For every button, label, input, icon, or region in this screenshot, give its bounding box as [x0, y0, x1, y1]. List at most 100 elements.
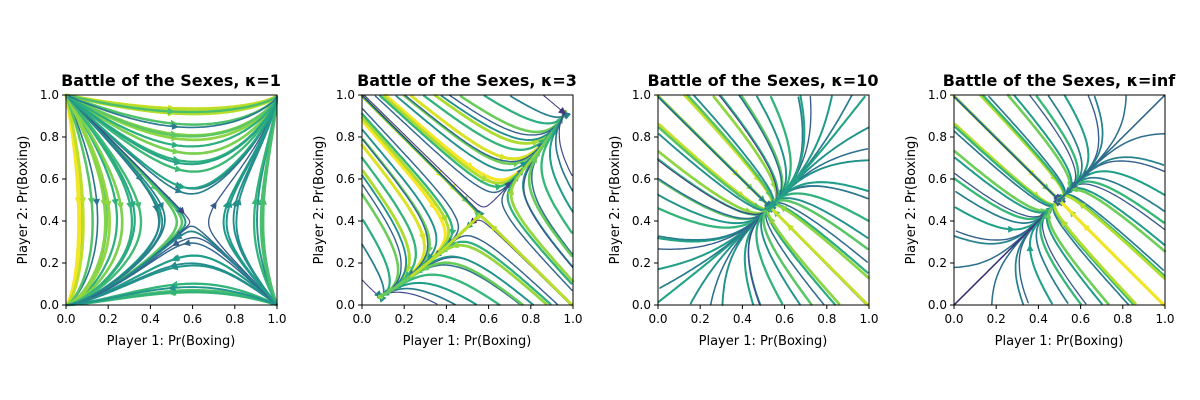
streamline	[361, 193, 400, 299]
y-tick-label: 0.0	[336, 298, 355, 312]
streamline-arrow	[538, 138, 546, 146]
streamline-arrow	[1082, 169, 1090, 177]
streamline-arrow	[451, 241, 459, 249]
streamline-arrow	[168, 284, 176, 292]
y-tick-label: 0.8	[632, 130, 651, 144]
x-tick-label: 0.8	[1113, 312, 1132, 326]
subplot-kappa-3: Battle of the Sexes, κ=3 0.0 0.2 0.4 0.6 0.8…	[312, 71, 583, 349]
streamline-arrow	[786, 223, 795, 232]
streamline-arrow	[170, 280, 178, 288]
streamline-arrow	[87, 197, 95, 206]
x-tick-label: 0.4	[733, 312, 752, 326]
streamline-arrow	[210, 201, 217, 210]
subplot-title: Battle of the Sexes, κ=1	[61, 71, 281, 90]
y-tick-label: 0.4	[336, 214, 355, 228]
x-tick-label: 1.0	[563, 312, 582, 326]
streamline-arrow	[507, 187, 515, 196]
y-tick-label: 0.6	[40, 172, 59, 186]
streamline-arrow	[480, 174, 489, 182]
y-tick-label: 0.0	[632, 298, 651, 312]
plot-frame	[361, 94, 574, 306]
y-tick-label: 0.0	[40, 298, 59, 312]
streamline-arrow	[421, 264, 430, 271]
y-tick-label: 0.4	[632, 214, 651, 228]
y-axis-label: Player 2: Pr(Boxing)	[608, 136, 623, 265]
x-tick-label: 0.2	[99, 312, 118, 326]
y-tick-label: 0.6	[928, 172, 947, 186]
streamline-arrow	[157, 202, 164, 210]
streamline-arrow	[167, 107, 175, 115]
streamline-arrow	[769, 216, 776, 225]
x-tick-label: 0.4	[141, 312, 160, 326]
plot-frame	[657, 94, 870, 306]
streamline-arrow	[490, 224, 498, 232]
y-tick-label: 0.4	[928, 214, 947, 228]
x-tick-label: 0.0	[648, 312, 667, 326]
streamline-arrow	[779, 206, 788, 213]
y-tick-label: 0.0	[928, 298, 947, 312]
streamline-arrow	[530, 155, 538, 164]
x-tick-label: 0.2	[691, 312, 710, 326]
plot-frame	[953, 94, 1166, 306]
x-axis-ticks: 0.0 0.2 0.4 0.6 0.8 1.0	[56, 305, 287, 326]
streamline-arrow	[231, 199, 239, 207]
x-tick-label: 0.6	[775, 312, 794, 326]
y-tick-label: 0.2	[928, 256, 947, 270]
streamline-arrow	[1061, 219, 1069, 228]
streamline-arrow	[519, 161, 528, 169]
y-axis-ticks: 0.0 0.2 0.4 0.6 0.8 1.0	[928, 88, 954, 312]
streamline-arrow	[178, 182, 186, 190]
subplot-title: Battle of the Sexes, κ=10	[648, 71, 879, 90]
x-tick-label: 0.0	[56, 312, 75, 326]
streamlines	[952, 93, 1167, 307]
streamline-arrow	[79, 197, 86, 205]
x-tick-label: 0.0	[944, 312, 963, 326]
streamline	[459, 95, 567, 134]
streamline-arrow	[429, 202, 436, 210]
streamline-arrow	[171, 141, 180, 149]
x-axis-label: Player 1: Pr(Boxing)	[699, 334, 828, 349]
x-tick-label: 0.8	[521, 312, 540, 326]
streamline-arrow	[172, 147, 180, 155]
y-tick-label: 1.0	[928, 88, 947, 102]
streamline-arrow	[404, 271, 412, 279]
streamline-arrow	[418, 233, 426, 241]
streamline-arrow	[793, 175, 801, 183]
y-tick-label: 0.8	[928, 130, 947, 144]
y-tick-label: 1.0	[40, 88, 59, 102]
y-tick-label: 1.0	[632, 88, 651, 102]
y-tick-label: 0.4	[40, 214, 59, 228]
x-tick-label: 0.6	[479, 312, 498, 326]
streamline-arrow	[251, 197, 259, 205]
streamline-arrow	[258, 196, 266, 204]
x-tick-label: 0.8	[817, 312, 836, 326]
streamline-arrow	[1044, 211, 1052, 219]
streamline-arrow	[111, 198, 119, 207]
streamline-arrow	[134, 201, 142, 210]
y-tick-label: 0.6	[336, 172, 355, 186]
x-axis-label: Player 1: Pr(Boxing)	[995, 334, 1124, 349]
streamline-arrow	[1026, 244, 1034, 252]
x-tick-label: 0.0	[352, 312, 371, 326]
plot-frame	[65, 94, 278, 306]
streamline-arrow	[126, 202, 134, 210]
subplot-kappa-inf: Battle of the Sexes, κ=inf 0.0 0.2 0.4 0.6 0…	[904, 71, 1176, 349]
streamline-arrow	[172, 239, 180, 247]
streamline	[768, 204, 870, 307]
subplot-kappa-10: Battle of the Sexes, κ=10 0.0 0.2 0.4 0.6 0.…	[608, 71, 879, 349]
y-axis-ticks: 0.0 0.2 0.4 0.6 0.8 1.0	[40, 88, 66, 312]
streamlines	[656, 94, 870, 307]
streamline-arrow	[234, 197, 242, 206]
streamline-arrow	[499, 153, 508, 160]
x-tick-label: 1.0	[267, 312, 286, 326]
y-axis-ticks: 0.0 0.2 0.4 0.6 0.8 1.0	[632, 88, 658, 312]
x-tick-label: 0.2	[987, 312, 1006, 326]
y-tick-label: 0.8	[336, 130, 355, 144]
streamline-arrow	[104, 200, 112, 209]
streamline-arrow	[1078, 202, 1086, 210]
streamline-arrow	[171, 131, 179, 139]
streamline-arrow	[177, 206, 185, 215]
streamline-arrow	[405, 264, 413, 273]
x-tick-label: 0.6	[1071, 312, 1090, 326]
